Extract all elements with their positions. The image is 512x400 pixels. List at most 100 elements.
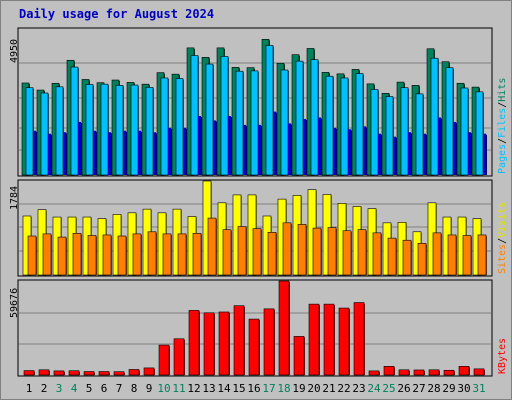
hits-bar-files: Files 13: 3760 bbox=[205, 63, 214, 176]
kbytes-bar-kbytes: KBytes 20: 45000 bbox=[308, 303, 320, 376]
hits-bar-files: Files 20: 3910 bbox=[310, 59, 319, 176]
hits-bar-pages: Pages 22: 1550 bbox=[348, 129, 351, 175]
hits-bar-files: Files 22: 3290 bbox=[340, 77, 349, 176]
visits-bar-sites: Sites 22: 840 bbox=[342, 230, 352, 276]
hits-bar-pages: Pages 4: 1800 bbox=[78, 121, 81, 175]
x-day-label: 12 bbox=[187, 382, 200, 395]
visits-bar-sites: Sites 3: 720 bbox=[57, 236, 67, 276]
kbytes-bar-kbytes: KBytes 25: 5500 bbox=[383, 366, 395, 376]
kbytes-bar-kbytes: KBytes 9: 4500 bbox=[143, 367, 155, 376]
kbytes-panel: KBytes 1: 2800KBytes 2: 3300KBytes 3: 26… bbox=[9, 279, 508, 377]
kbytes-bar-kbytes: KBytes 3: 2600 bbox=[53, 370, 65, 376]
kbytes-bar-kbytes: KBytes 7: 2100 bbox=[113, 371, 125, 376]
visits-bar-sites: Sites 10: 780 bbox=[162, 233, 172, 276]
hits-bar-files: Files 21: 3350 bbox=[325, 75, 334, 176]
x-day-label: 25 bbox=[382, 382, 395, 395]
hits-bar-files: Files 11: 3270 bbox=[175, 78, 184, 176]
kbytes-bar-kbytes: KBytes 23: 46000 bbox=[353, 302, 365, 376]
hits-legend-files: Files bbox=[497, 108, 508, 138]
visits-legend-text: Sites/Visits bbox=[497, 202, 508, 274]
hits-bar-pages: Pages 12: 2000 bbox=[198, 116, 201, 175]
hits-bar-files: Files 28: 3960 bbox=[430, 57, 439, 176]
kbytes-bar-kbytes: KBytes 14: 40000 bbox=[218, 311, 230, 376]
kbytes-bars: KBytes 1: 2800KBytes 2: 3300KBytes 3: 26… bbox=[23, 280, 485, 376]
visits-bar-sites: Sites 24: 800 bbox=[372, 232, 382, 276]
kbytes-bar-kbytes: KBytes 31: 3900 bbox=[473, 368, 485, 376]
kbytes-bar-kbytes: KBytes 11: 23000 bbox=[173, 338, 185, 376]
visits-bar-sites: Sites 30: 750 bbox=[462, 235, 472, 276]
hits-bar-files: Files 19: 3860 bbox=[295, 60, 304, 176]
visits-bar-sites: Sites 28: 800 bbox=[432, 232, 442, 276]
visits-bar-sites: Sites 19: 960 bbox=[297, 224, 307, 276]
visits-bar-sites: Sites 16: 880 bbox=[252, 228, 262, 276]
visits-bar-sites: Sites 4: 790 bbox=[72, 233, 82, 276]
hits-bar-pages: Pages 31: 1400 bbox=[483, 133, 486, 175]
hits-bar-pages: Pages 19: 1900 bbox=[303, 118, 306, 175]
hits-max-label: 4950 bbox=[9, 39, 20, 63]
hits-bar-pages: Pages 16: 1700 bbox=[258, 124, 261, 175]
x-day-label: 14 bbox=[217, 382, 231, 395]
x-day-label: 18 bbox=[277, 382, 290, 395]
visits-bar-sites: Sites 14: 860 bbox=[222, 229, 232, 276]
visits-bar-sites: Sites 29: 760 bbox=[447, 234, 457, 276]
visits-bar-sites: Sites 2: 780 bbox=[42, 233, 52, 276]
hits-bar-pages: Pages 1: 1500 bbox=[33, 130, 36, 175]
kbytes-bar-kbytes: KBytes 13: 39500 bbox=[203, 312, 215, 376]
kbytes-legend: KBytes bbox=[497, 338, 508, 374]
hits-bar-pages: Pages 13: 1850 bbox=[213, 120, 216, 175]
x-day-label: 16 bbox=[247, 382, 260, 395]
kbytes-bar-kbytes: KBytes 4: 2700 bbox=[68, 370, 80, 376]
hits-bar-files: Files 4: 3660 bbox=[70, 66, 79, 176]
hits-bar-files: Files 23: 3440 bbox=[355, 73, 364, 176]
visits-bar-sites: Sites 7: 740 bbox=[117, 235, 127, 276]
x-day-label: 6 bbox=[101, 382, 108, 395]
kbytes-bar-kbytes: KBytes 27: 3200 bbox=[413, 369, 425, 376]
visits-bar-sites: Sites 5: 750 bbox=[87, 235, 97, 276]
kbytes-legend-kbytes: KBytes bbox=[497, 338, 508, 374]
kbytes-bar-kbytes: KBytes 18: 59676 bbox=[278, 280, 290, 376]
kbytes-bar-kbytes: KBytes 5: 2200 bbox=[83, 371, 95, 376]
kbytes-bar-kbytes: KBytes 19: 24500 bbox=[293, 336, 305, 376]
hits-bar-files: Files 7: 3040 bbox=[115, 85, 124, 176]
x-day-label: 13 bbox=[202, 382, 215, 395]
visits-bar-sites: Sites 31: 760 bbox=[477, 234, 487, 276]
kbytes-bar-kbytes: KBytes 15: 44000 bbox=[233, 305, 245, 376]
hits-bar-pages: Pages 24: 1400 bbox=[378, 133, 381, 175]
hits-bar-pages: Pages 23: 1650 bbox=[363, 126, 366, 175]
kbytes-bar-kbytes: KBytes 1: 2800 bbox=[23, 370, 35, 376]
kbytes-bar-kbytes: KBytes 17: 42000 bbox=[263, 308, 275, 376]
visits-bars: Visits 1: 1120Visits 2: 1240Visits 3: 11… bbox=[22, 180, 487, 276]
hits-files-pages-panel: Hits 1: 3120Hits 2: 2880Hits 3: 3110Hits… bbox=[9, 27, 508, 177]
x-day-label: 5 bbox=[86, 382, 93, 395]
visits-max-label: 1784 bbox=[9, 186, 20, 210]
hits-bar-files: Files 16: 3530 bbox=[250, 70, 259, 176]
visits-bar-sites: Sites 18: 990 bbox=[282, 222, 292, 276]
x-day-label: 1 bbox=[26, 382, 33, 395]
x-day-label: 20 bbox=[307, 382, 320, 395]
hits-bar-pages: Pages 2: 1400 bbox=[48, 133, 51, 175]
visits-bar-sites: Sites 17: 810 bbox=[267, 232, 277, 276]
hits-bar-pages: Pages 18: 1750 bbox=[288, 123, 291, 175]
visits-bar-sites: Sites 15: 920 bbox=[237, 226, 247, 276]
hits-bar-pages: Pages 7: 1500 bbox=[123, 130, 126, 175]
kbytes-bar-kbytes: KBytes 2: 3300 bbox=[38, 369, 50, 376]
visits-bar-sites: Sites 26: 660 bbox=[402, 239, 412, 276]
visits-bar-sites: Sites 1: 740 bbox=[27, 235, 37, 276]
x-day-label: 15 bbox=[232, 382, 245, 395]
hits-bar-files: Files 10: 3290 bbox=[160, 77, 169, 176]
x-day-label: 4 bbox=[71, 382, 78, 395]
x-day-label: 17 bbox=[262, 382, 275, 395]
hits-bar-files: Files 27: 2750 bbox=[415, 93, 424, 176]
x-day-label: 10 bbox=[157, 382, 170, 395]
kbytes-bar-kbytes: KBytes 21: 45000 bbox=[323, 303, 335, 376]
hits-bar-pages: Pages 5: 1500 bbox=[93, 130, 96, 175]
hits-bar-files: Files 14: 4020 bbox=[220, 56, 229, 176]
hits-bars: Hits 1: 3120Hits 2: 2880Hits 3: 3110Hits… bbox=[21, 39, 487, 176]
kbytes-bar-kbytes: KBytes 12: 41000 bbox=[188, 310, 200, 376]
hits-bar-pages: Pages 6: 1450 bbox=[108, 132, 111, 175]
hits-bar-pages: Pages 11: 1600 bbox=[183, 127, 186, 175]
hits-bar-files: Files 1: 2960 bbox=[25, 87, 34, 176]
visits-bar-sites: Sites 20: 890 bbox=[312, 227, 322, 276]
kbytes-bar-kbytes: KBytes 24: 2600 bbox=[368, 370, 380, 376]
x-day-label: 19 bbox=[292, 382, 305, 395]
